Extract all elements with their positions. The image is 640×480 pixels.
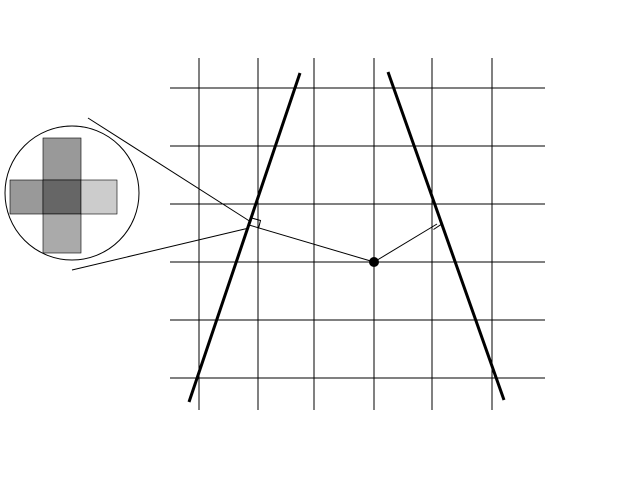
right-slanted-line [386,71,506,401]
magnifier [4,125,140,261]
left-perpendicular-segment [248,224,375,263]
left-slanted-line [187,72,302,403]
magnifier-connector-bottom [71,227,250,271]
magnifier-square-top [42,137,82,181]
magnifier-square-left [9,179,44,215]
magnifier-square-bottom [42,213,82,254]
left-right-angle-marker [251,217,262,229]
right-perpendicular-segment [373,223,438,263]
magnifier-square-right [80,179,118,215]
magnifier-square-center [42,179,82,215]
right-right-angle-marker [433,215,442,230]
grid [170,58,545,410]
source-point [369,257,379,267]
magnifier-connector-top [87,117,252,223]
